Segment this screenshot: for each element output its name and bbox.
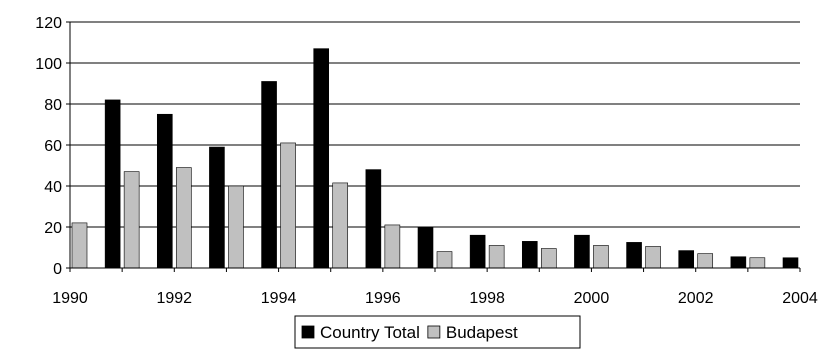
legend-label: Budapest bbox=[446, 323, 518, 342]
bar bbox=[313, 48, 330, 269]
bar bbox=[123, 171, 140, 269]
y-tick-label: 40 bbox=[44, 179, 62, 196]
x-tick-label: 1992 bbox=[156, 290, 192, 307]
bar bbox=[228, 185, 244, 269]
y-tick-label: 120 bbox=[35, 15, 62, 32]
x-tick-label: 2004 bbox=[782, 290, 818, 307]
y-tick-label: 100 bbox=[35, 56, 62, 73]
bar bbox=[730, 256, 747, 269]
bar bbox=[626, 242, 642, 269]
bars bbox=[71, 48, 799, 269]
x-tick-label: 1994 bbox=[261, 290, 297, 307]
bar bbox=[71, 222, 88, 269]
bar bbox=[384, 224, 401, 269]
y-tick-label: 20 bbox=[44, 220, 62, 237]
bar bbox=[332, 182, 349, 269]
bar bbox=[417, 226, 434, 269]
bar bbox=[488, 245, 505, 269]
bar bbox=[209, 146, 225, 269]
bar bbox=[645, 246, 661, 269]
y-axis-tick-labels: 0 20 40 60 80 100 120 bbox=[35, 15, 62, 278]
bar bbox=[574, 234, 590, 269]
bar bbox=[436, 251, 453, 269]
bar bbox=[678, 250, 695, 269]
legend-swatch bbox=[427, 325, 441, 339]
y-tick-label: 80 bbox=[44, 97, 62, 114]
bar bbox=[521, 241, 538, 269]
axes bbox=[66, 21, 801, 272]
x-axis-tick-labels: 1990 1992 1994 1996 1998 2000 2002 2004 bbox=[52, 290, 818, 307]
bar bbox=[540, 248, 557, 269]
bar bbox=[280, 142, 296, 269]
legend-swatch bbox=[301, 325, 315, 339]
bar bbox=[697, 253, 714, 269]
legend-label: Country Total bbox=[320, 323, 420, 342]
legend: Country Total Budapest bbox=[294, 315, 581, 349]
bar bbox=[593, 245, 609, 269]
x-tick-label: 2000 bbox=[574, 290, 610, 307]
bar bbox=[175, 167, 192, 269]
bar bbox=[156, 113, 173, 269]
x-tick-label: 2002 bbox=[678, 290, 714, 307]
x-tick-label: 1998 bbox=[469, 290, 505, 307]
bar bbox=[365, 169, 382, 269]
y-tick-label: 60 bbox=[44, 138, 62, 155]
bar bbox=[469, 234, 486, 269]
gridlines bbox=[70, 21, 800, 228]
bar bbox=[261, 81, 277, 269]
bar bbox=[782, 257, 799, 269]
x-tick-label: 1990 bbox=[52, 290, 88, 307]
bar bbox=[749, 257, 766, 269]
y-tick-label: 0 bbox=[53, 261, 62, 278]
bar bbox=[104, 99, 121, 269]
x-tick-label: 1996 bbox=[365, 290, 401, 307]
